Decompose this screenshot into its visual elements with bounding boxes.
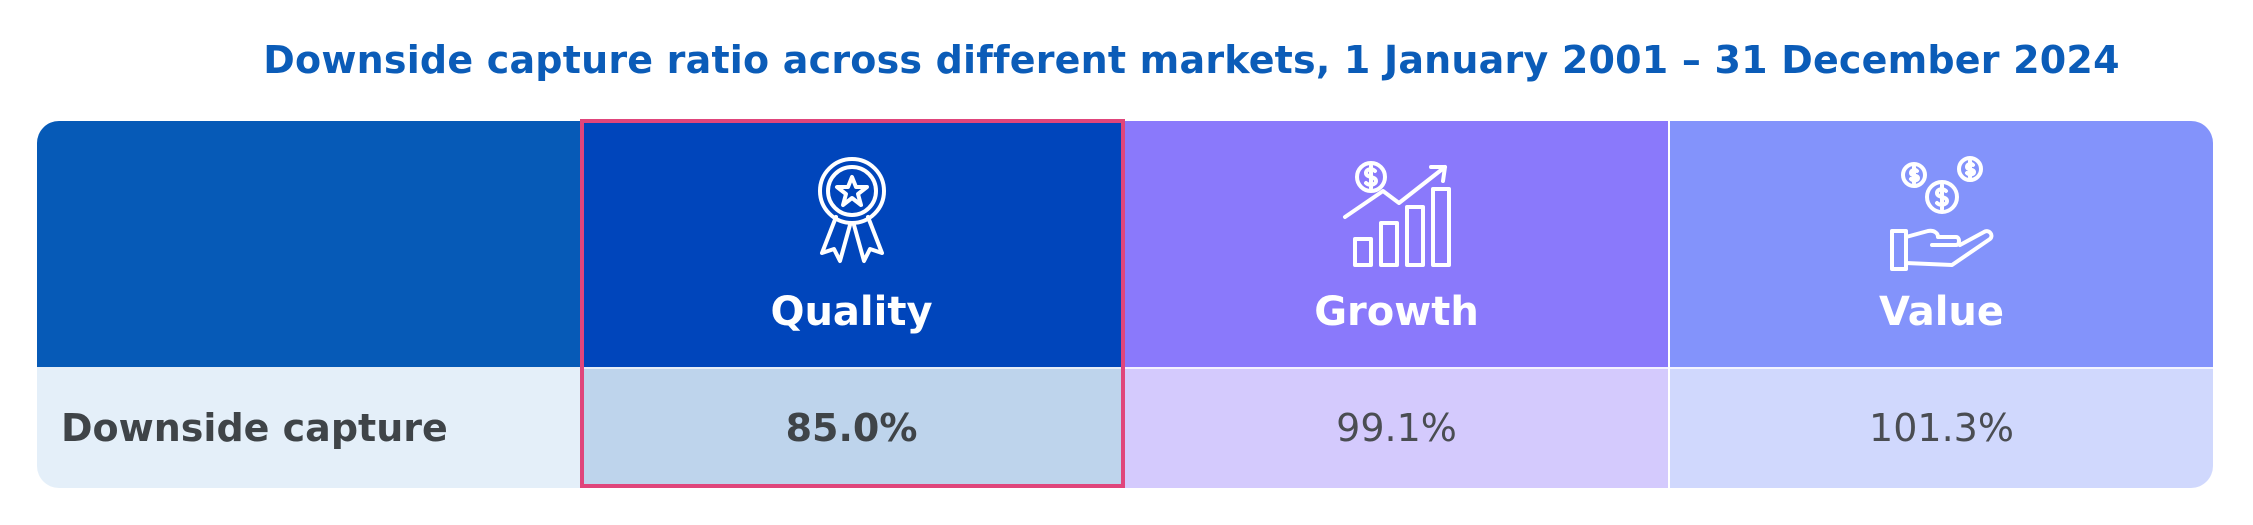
value-cell-growth: 99.1% bbox=[1125, 369, 1668, 488]
header-row: Quality Growth bbox=[37, 121, 2213, 369]
column-label-value: Value bbox=[1878, 289, 2005, 335]
value-quality: 85.0% bbox=[785, 406, 918, 450]
value-value: 101.3% bbox=[1869, 406, 2014, 450]
row-divider bbox=[37, 367, 2213, 369]
capture-table: Quality Growth bbox=[37, 121, 2213, 488]
data-row-downside-capture: Downside capture 85.0% 99.1% 101.3% bbox=[37, 369, 2213, 488]
value-growth: 99.1% bbox=[1336, 406, 1457, 450]
column-label-quality: Quality bbox=[770, 289, 933, 335]
column-divider bbox=[1123, 121, 1125, 488]
value-cell-value: 101.3% bbox=[1670, 369, 2213, 488]
row-label-cell: Downside capture bbox=[37, 369, 580, 488]
value-cell-quality: 85.0% bbox=[580, 369, 1123, 488]
header-cell-quality: Quality bbox=[580, 121, 1123, 369]
header-empty-cell bbox=[37, 121, 580, 369]
column-label-growth: Growth bbox=[1314, 289, 1479, 335]
growth-chart-icon bbox=[1327, 141, 1467, 281]
column-divider bbox=[1668, 121, 1670, 488]
chart-title: Downside capture ratio across different … bbox=[263, 38, 2120, 82]
header-cell-growth: Growth bbox=[1125, 121, 1668, 369]
row-label: Downside capture bbox=[61, 406, 448, 450]
award-ribbon-icon bbox=[782, 141, 922, 281]
header-cell-value: Value bbox=[1670, 121, 2213, 369]
hand-coins-icon bbox=[1872, 141, 2012, 281]
